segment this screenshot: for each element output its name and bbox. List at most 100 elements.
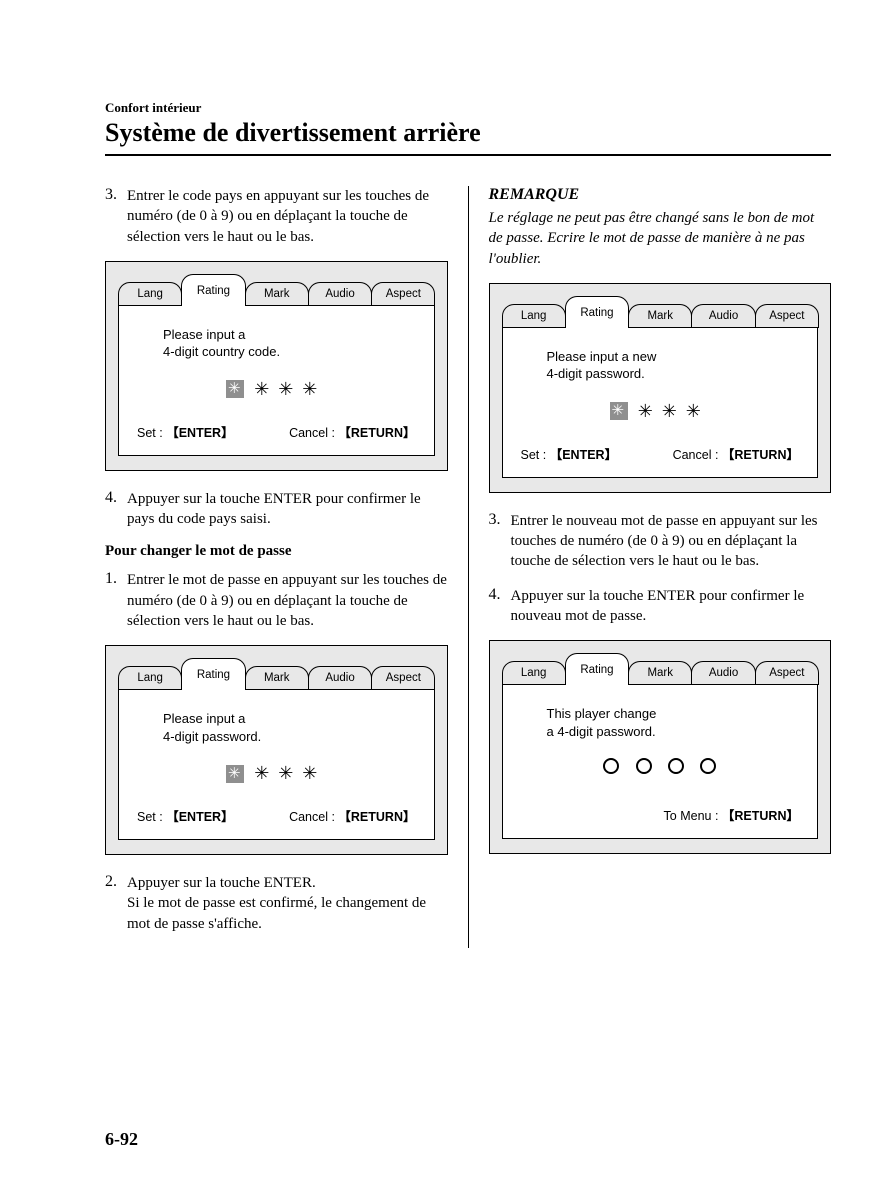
circle-icon [636,758,652,774]
tab-lang[interactable]: Lang [502,661,566,685]
screen-panel: Please input a new 4-digit password. ✳ ✳ ✳… [502,327,819,478]
screen-panel: This player change a 4-digit password. T… [502,684,819,839]
tab-lang[interactable]: Lang [502,304,566,328]
circle-icon [700,758,716,774]
msg-line1: Please input a [163,711,245,726]
tab-mark[interactable]: Mark [628,661,692,685]
tab-mark[interactable]: Mark [245,666,309,690]
step-number: 1. [105,570,117,588]
digit-placeholder: ✳ [638,401,652,422]
set-action: Set : 【ENTER】 [137,806,234,825]
enter-button-label: 【ENTER】 [166,426,233,440]
step-number: 4. [105,489,117,507]
circle-icon [668,758,684,774]
list-item: 4. Appuyer sur la touche ENTER pour conf… [105,489,448,530]
tab-aspect[interactable]: Aspect [755,661,819,685]
digit-entry: ✳✳✳✳ [133,763,420,784]
tab-rating[interactable]: Rating [565,653,629,685]
tomenu-action: To Menu : 【RETURN】 [664,809,799,823]
tab-audio[interactable]: Audio [691,304,755,328]
msg-line2: 4-digit password. [547,366,645,381]
left-column: 3. Entrer le code pays en appuyant sur l… [105,186,448,948]
panel-message: Please input a 4-digit country code. [163,326,420,361]
panel-actions: Set : 【ENTER】 Cancel : 【RETURN】 [517,444,804,463]
tab-rating[interactable]: Rating [565,296,629,328]
tab-lang[interactable]: Lang [118,282,182,306]
panel-actions: To Menu : 【RETURN】 [517,805,804,824]
step-number: 3. [489,511,501,529]
msg-line2: 4-digit password. [163,729,261,744]
tab-aspect[interactable]: Aspect [755,304,819,328]
msg-line1: Please input a new [547,349,657,364]
tab-audio[interactable]: Audio [308,282,372,306]
digit-circles [517,758,804,779]
circle-icon [603,758,619,774]
cancel-action: Cancel : 【RETURN】 [673,444,799,463]
tab-row: Lang Rating Mark Audio Aspect [118,272,435,306]
list-item: 1. Entrer le mot de passe en appuyant su… [105,570,448,631]
list-item: 3. Entrer le code pays en appuyant sur l… [105,186,448,247]
screen-change-confirm: Lang Rating Mark Audio Aspect This playe… [489,640,832,854]
digit-active[interactable]: ✳ [610,402,628,420]
cancel-action: Cancel : 【RETURN】 [289,422,415,441]
tab-mark[interactable]: Mark [628,304,692,328]
tab-aspect[interactable]: Aspect [371,666,435,690]
panel-message: Please input a 4-digit password. [163,710,420,745]
tab-mark[interactable]: Mark [245,282,309,306]
tab-rating[interactable]: Rating [181,274,245,306]
step-text: Appuyer sur la touche ENTER pour confirm… [127,491,421,527]
list-item: 4. Appuyer sur la touche ENTER pour conf… [489,586,832,627]
digit-placeholder: ✳ [686,401,700,422]
page-number: 6-92 [105,1129,138,1150]
tab-aspect[interactable]: Aspect [371,282,435,306]
tab-audio[interactable]: Audio [308,666,372,690]
right-column: REMARQUE Le réglage ne peut pas être cha… [489,186,832,948]
screen-input-password: Lang Rating Mark Audio Aspect Please inp… [105,645,448,855]
tab-lang[interactable]: Lang [118,666,182,690]
tab-rating[interactable]: Rating [181,658,245,690]
remark-title: REMARQUE [489,186,832,204]
step-text: Appuyer sur la touche ENTER pour confirm… [511,588,805,624]
list-item: 2. Appuyer sur la touche ENTER. Si le mo… [105,873,448,934]
digit-entry: ✳✳✳✳ [133,379,420,400]
step-text: Appuyer sur la touche ENTER. Si le mot d… [127,875,426,932]
tab-row: Lang Rating Mark Audio Aspect [502,651,819,685]
digit-placeholder: ✳ [302,763,316,784]
return-button-label: 【RETURN】 [338,810,415,824]
digit-placeholder: ✳ [254,379,268,400]
cancel-action: Cancel : 【RETURN】 [289,806,415,825]
step-text: Entrer le nouveau mot de passe en appuya… [511,513,818,570]
return-button-label: 【RETURN】 [722,809,799,823]
screen-new-password: Lang Rating Mark Audio Aspect Please inp… [489,283,832,493]
step-text: Entrer le mot de passe en appuyant sur l… [127,572,447,629]
return-button-label: 【RETURN】 [338,426,415,440]
page-title: Système de divertissement arrière [105,118,831,148]
step-number: 4. [489,586,501,604]
digit-placeholder: ✳ [662,401,676,422]
set-action: Set : 【ENTER】 [521,444,618,463]
digit-active[interactable]: ✳ [226,380,244,398]
tab-row: Lang Rating Mark Audio Aspect [118,656,435,690]
enter-button-label: 【ENTER】 [550,448,617,462]
digit-placeholder: ✳ [302,379,316,400]
screen-country-code: Lang Rating Mark Audio Aspect Please inp… [105,261,448,471]
msg-line2: 4-digit country code. [163,344,280,359]
tab-row: Lang Rating Mark Audio Aspect [502,294,819,328]
screen-panel: Please input a 4-digit password. ✳✳✳✳ Se… [118,689,435,840]
msg-line2: a 4-digit password. [547,724,656,739]
tab-audio[interactable]: Audio [691,661,755,685]
page-header: Confort intérieur Système de divertissem… [105,100,831,156]
subheading: Pour changer le mot de passe [105,543,448,560]
panel-message: This player change a 4-digit password. [547,705,804,740]
digit-active[interactable]: ✳ [226,765,244,783]
enter-button-label: 【ENTER】 [166,810,233,824]
panel-actions: Set : 【ENTER】 Cancel : 【RETURN】 [133,422,420,441]
title-rule [105,154,831,156]
panel-actions: Set : 【ENTER】 Cancel : 【RETURN】 [133,806,420,825]
step-number: 3. [105,186,117,204]
return-button-label: 【RETURN】 [722,448,799,462]
column-divider [468,186,469,948]
screen-panel: Please input a 4-digit country code. ✳ ✳ ✳… [118,305,435,456]
digit-placeholder: ✳ [254,763,268,784]
list-item: 3. Entrer le nouveau mot de passe en app… [489,511,832,572]
